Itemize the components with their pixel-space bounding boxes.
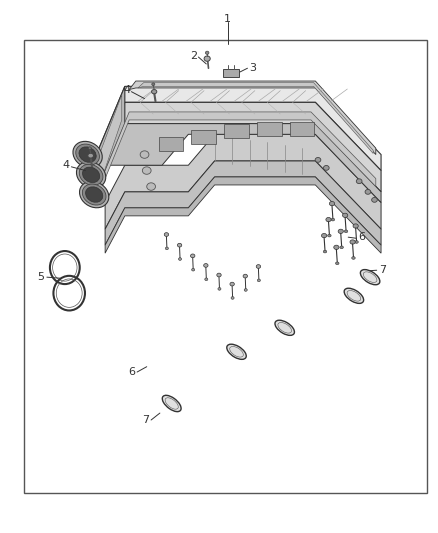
Ellipse shape xyxy=(76,144,99,165)
Polygon shape xyxy=(223,69,239,77)
Ellipse shape xyxy=(360,270,380,285)
Ellipse shape xyxy=(88,154,93,158)
Ellipse shape xyxy=(204,56,210,61)
Ellipse shape xyxy=(82,184,106,205)
Polygon shape xyxy=(94,86,125,197)
Text: 6: 6 xyxy=(358,232,365,242)
Ellipse shape xyxy=(371,197,377,203)
Ellipse shape xyxy=(244,289,247,292)
Text: 3: 3 xyxy=(249,63,256,73)
Ellipse shape xyxy=(164,232,169,237)
Ellipse shape xyxy=(177,243,182,247)
Ellipse shape xyxy=(278,322,292,333)
Ellipse shape xyxy=(340,246,343,248)
Ellipse shape xyxy=(356,179,362,183)
Polygon shape xyxy=(290,122,314,136)
Ellipse shape xyxy=(191,254,195,257)
Ellipse shape xyxy=(344,230,348,232)
Polygon shape xyxy=(94,102,381,197)
Ellipse shape xyxy=(275,320,294,335)
Ellipse shape xyxy=(331,219,335,221)
Ellipse shape xyxy=(326,217,331,222)
Ellipse shape xyxy=(328,235,331,237)
Ellipse shape xyxy=(352,257,355,259)
Polygon shape xyxy=(105,177,381,253)
Ellipse shape xyxy=(179,258,181,260)
Ellipse shape xyxy=(321,233,327,238)
Ellipse shape xyxy=(82,167,100,182)
Ellipse shape xyxy=(73,141,102,168)
Ellipse shape xyxy=(353,224,358,228)
Ellipse shape xyxy=(162,395,181,411)
Ellipse shape xyxy=(329,201,335,206)
Ellipse shape xyxy=(257,279,260,281)
Ellipse shape xyxy=(227,344,246,359)
Text: 4: 4 xyxy=(124,85,131,94)
Ellipse shape xyxy=(152,90,157,94)
Ellipse shape xyxy=(230,282,234,286)
Ellipse shape xyxy=(336,262,339,265)
Ellipse shape xyxy=(344,288,364,303)
Ellipse shape xyxy=(323,165,329,171)
Polygon shape xyxy=(105,161,381,245)
Polygon shape xyxy=(224,124,249,138)
Ellipse shape xyxy=(192,269,195,271)
Ellipse shape xyxy=(140,151,149,158)
Ellipse shape xyxy=(363,272,377,282)
Polygon shape xyxy=(159,137,183,151)
Ellipse shape xyxy=(205,278,208,280)
Ellipse shape xyxy=(166,247,168,249)
Text: 5: 5 xyxy=(37,272,44,282)
Polygon shape xyxy=(138,83,373,154)
Ellipse shape xyxy=(365,189,371,195)
Ellipse shape xyxy=(343,213,348,217)
Text: 1: 1 xyxy=(224,14,231,23)
Polygon shape xyxy=(94,86,381,176)
Polygon shape xyxy=(129,81,376,155)
Ellipse shape xyxy=(152,83,155,85)
Ellipse shape xyxy=(256,265,261,269)
Ellipse shape xyxy=(79,147,96,162)
Text: 6: 6 xyxy=(128,367,135,377)
Text: 2: 2 xyxy=(191,51,198,61)
Polygon shape xyxy=(101,112,376,189)
Polygon shape xyxy=(191,130,216,144)
Ellipse shape xyxy=(205,51,209,54)
Ellipse shape xyxy=(79,164,103,185)
Ellipse shape xyxy=(218,288,221,290)
Ellipse shape xyxy=(231,296,234,300)
Ellipse shape xyxy=(315,158,321,163)
Polygon shape xyxy=(94,124,381,203)
Ellipse shape xyxy=(142,167,151,174)
Polygon shape xyxy=(96,95,122,195)
Ellipse shape xyxy=(85,187,103,202)
Ellipse shape xyxy=(88,147,91,150)
Text: 7: 7 xyxy=(142,415,149,425)
Ellipse shape xyxy=(217,273,221,277)
Text: 4: 4 xyxy=(62,160,69,170)
Ellipse shape xyxy=(347,290,361,301)
Ellipse shape xyxy=(204,264,208,268)
Ellipse shape xyxy=(334,245,339,249)
Ellipse shape xyxy=(350,240,355,244)
Polygon shape xyxy=(105,134,381,229)
Ellipse shape xyxy=(230,346,244,357)
Ellipse shape xyxy=(323,250,327,253)
Ellipse shape xyxy=(147,183,155,190)
Text: 7: 7 xyxy=(379,265,386,275)
Ellipse shape xyxy=(338,229,343,233)
Ellipse shape xyxy=(77,161,106,188)
Ellipse shape xyxy=(355,241,358,243)
Ellipse shape xyxy=(165,398,178,409)
Polygon shape xyxy=(257,122,282,136)
Ellipse shape xyxy=(80,181,109,208)
Ellipse shape xyxy=(243,274,247,278)
Bar xyxy=(24,40,427,493)
